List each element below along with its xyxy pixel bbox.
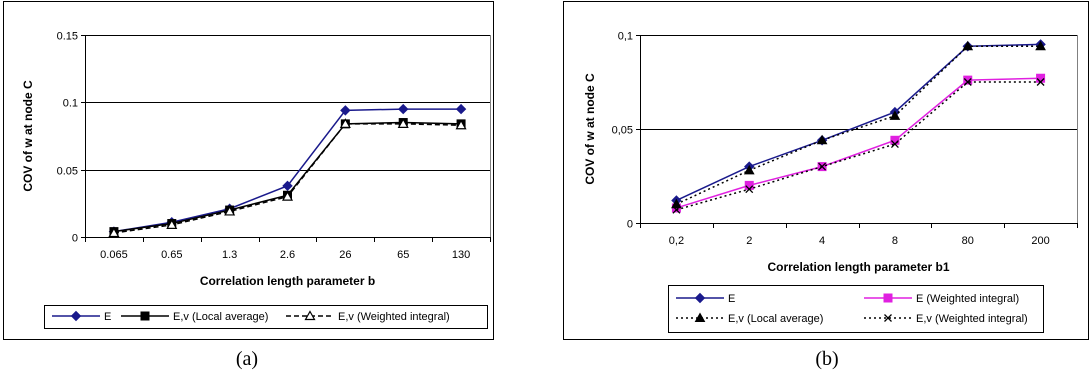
data-point [744,180,754,190]
series-line [676,77,1041,209]
y-axis-title: COV of w at node C [21,80,35,192]
series-line [676,43,1041,202]
x-tick-label: 26 [339,249,351,261]
y-tick-label: 0.05 [57,166,78,178]
series-4 [672,78,1045,214]
data-point [889,110,901,120]
legend-marker [694,312,706,322]
legend-item: E,v (Local average) [676,312,823,325]
data-point [455,103,467,115]
y-tick-label: 0 [627,219,633,231]
panel-caption: (a) [236,348,258,370]
y-axis-title: COV of w at node C [583,73,597,185]
data-point [398,103,409,115]
legend-label: E [728,293,735,305]
series-3 [671,40,1046,209]
x-tick-label: 1.3 [222,249,237,261]
y-tick-label: 0,05 [612,125,633,137]
data-point [890,135,900,145]
legend-marker [70,310,82,322]
x-axis-title: Correlation length parameter b1 [767,260,949,274]
legend-marker [140,311,150,321]
x-tick-label: 2.6 [280,249,295,261]
data-point [455,119,467,130]
series-3 [108,118,467,238]
x-tick-label: 2 [746,235,752,247]
y-tick-label: 0.1 [63,98,78,110]
series-line [676,45,1041,205]
data-point [281,190,294,201]
data-point [963,78,972,86]
legend-label: E,v (Weighted integral) [916,313,1028,325]
legend-marker [883,293,893,303]
x-tick-label: 0.065 [100,249,128,261]
data-point [671,198,682,209]
legend-box [44,305,488,329]
legend-marker [694,292,706,304]
y-tick-label: 0,1 [618,31,633,43]
x-tick-label: 130 [452,249,470,261]
legend-item: E,v (Weighted integral) [864,313,1028,325]
legend-item: E,v (Weighted integral) [286,310,450,323]
legend-label: E [104,311,111,323]
data-point [743,164,755,175]
x-tick-label: 80 [962,235,974,247]
x-tick-label: 8 [892,235,898,247]
legend: E E (Weighted integral) E,v (Local average… [668,285,1044,333]
series-line [676,81,1041,211]
data-point [818,162,827,171]
legend-box [668,285,1044,333]
data-point [816,134,828,145]
legend-label: E (Weighted integral) [916,293,1019,305]
legend: E E,v (Local average) E,v (Weighted integr… [44,305,488,329]
x-axis-title: Correlation length parameter b [200,274,375,288]
data-point [1035,40,1046,51]
legend-label: E,v (Weighted integral) [338,311,450,323]
panel-caption: (b) [815,348,838,370]
x-tick-label: 0.65 [161,249,182,261]
x-tick-label: 0,2 [669,235,684,247]
legend-item: E (Weighted integral) [864,293,1019,305]
data-point [890,140,899,148]
data-point [745,185,754,194]
data-point [282,180,293,192]
chart-b: 0 0,05 0,1 0,2 2 4 8 80 200 Correlation length pa… [563,1,1089,370]
x-tick-label: 65 [397,249,409,261]
chart-a: 0 0.05 0.1 0.15 0.065 0.65 1.3 2.6 26 65 130 Correl… [3,1,494,370]
data-point [224,205,236,216]
y-tick-label: 0 [72,233,78,245]
data-point [166,219,178,229]
legend-item: E,v (Local average) [121,311,268,323]
legend-marker [884,314,892,322]
data-point [397,118,409,128]
x-tick-label: 200 [1031,235,1049,247]
series-2 [671,73,1046,213]
data-point [1036,78,1045,86]
data-point [340,105,351,116]
legend-label: E,v (Local average) [173,311,268,323]
data-point [1036,73,1046,83]
legend-item: E [52,310,111,323]
data-point [672,205,681,214]
y-tick-label: 0.15 [57,31,78,43]
data-point [963,75,973,85]
data-point [108,227,120,238]
data-point [339,118,351,128]
x-tick-label: 4 [819,235,825,247]
data-point [962,40,974,51]
legend-marker [304,310,316,321]
legend-item: E [676,292,735,305]
legend-label: E,v (Local average) [728,313,823,325]
